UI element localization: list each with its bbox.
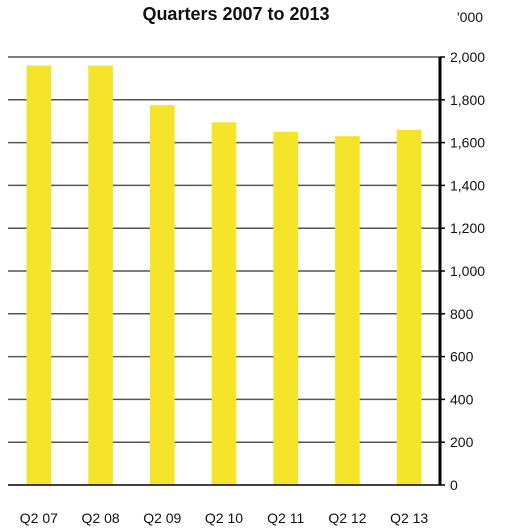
y-tick-label: 800: [450, 306, 474, 322]
y-tick-labels: 0 200 400 600 800 1,000 1,200 1,400 1,600 1,800 2,…: [450, 49, 485, 493]
x-tick-label: Q2 13: [390, 510, 428, 526]
bar: [273, 131, 299, 485]
y-tick-label: 600: [450, 349, 474, 365]
x-tick-label: Q2 12: [328, 510, 366, 526]
bar: [396, 129, 422, 485]
y-tick-label: 0: [450, 477, 458, 493]
y-tick-label: 1,400: [450, 177, 485, 193]
y-tick-label: 1,600: [450, 135, 485, 151]
x-tick-label: Q2 11: [267, 510, 304, 526]
bar: [335, 136, 360, 485]
y-tick-label: 1,800: [450, 92, 485, 108]
x-tick-label: Q2 07: [20, 510, 58, 526]
unit-label: '000: [457, 9, 483, 25]
bar: [88, 65, 113, 485]
bar: [149, 105, 175, 486]
y-tick-label: 200: [450, 434, 474, 450]
y-tick-label: 1,000: [450, 263, 485, 279]
x-tick-label: Q2 09: [143, 510, 181, 526]
y-tick-label: 400: [450, 391, 474, 407]
x-tick-label: Q2 08: [82, 510, 120, 526]
bar: [211, 122, 237, 486]
y-tick-label: 2,000: [450, 49, 485, 65]
bar: [26, 65, 52, 485]
chart-title: Quarters 2007 to 2013: [142, 4, 329, 24]
x-tick-label: Q2 10: [205, 510, 243, 526]
y-tick-label: 1,200: [450, 220, 485, 236]
x-tick-labels: Q2 07 Q2 08 Q2 09 Q2 10 Q2 11 Q2 12 Q2 13: [20, 510, 429, 526]
bars: [26, 65, 422, 486]
y-axis: [8, 56, 445, 486]
